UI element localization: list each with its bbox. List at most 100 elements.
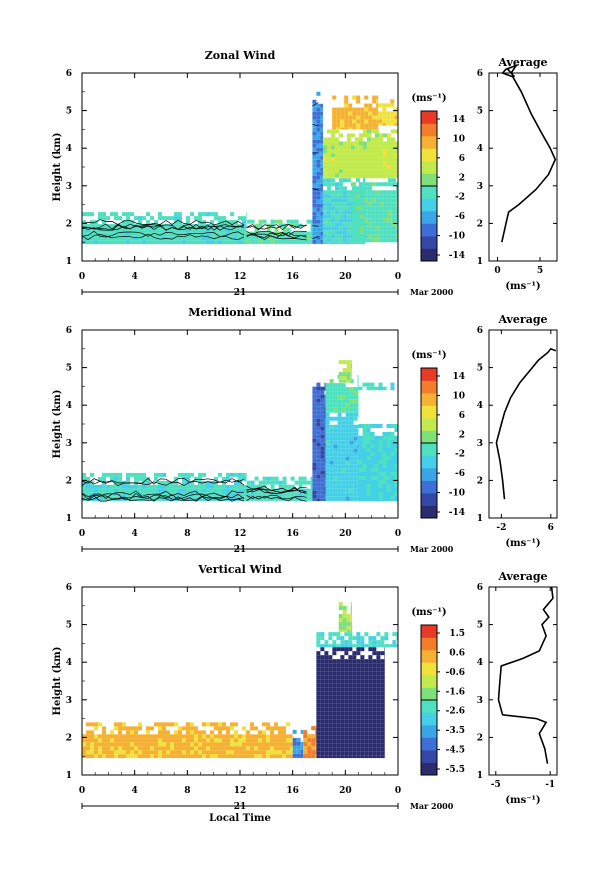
heatmap-cell (312, 139, 317, 144)
heatmap-cell (344, 739, 349, 744)
contour-line (312, 123, 319, 127)
heatmap-cell (334, 157, 339, 162)
heatmap-cell (270, 754, 274, 759)
heatmap-cell (336, 731, 341, 736)
heatmap-cell (350, 141, 355, 146)
heatmap-cell (341, 452, 346, 457)
heatmap-cell (367, 182, 372, 187)
heatmap-cell (374, 169, 379, 174)
heatmap-cell (332, 640, 337, 645)
heatmap-cell (202, 722, 206, 727)
heatmap-cell (345, 432, 350, 437)
heatmap-cell (367, 186, 372, 191)
heatmap-cell (274, 738, 278, 743)
heatmap-cell (325, 395, 330, 400)
heatmap-cell (154, 722, 158, 727)
heatmap-cell (375, 238, 380, 243)
heatmap-cell (334, 206, 339, 211)
heatmap-cell (130, 228, 134, 233)
heatmap-cell (356, 727, 361, 732)
heatmap-cell (158, 734, 162, 739)
heatmap-cell (118, 754, 122, 759)
heatmap-cell (386, 440, 391, 444)
heatmap-cell (278, 488, 283, 493)
heatmap-cell (386, 492, 391, 496)
heatmap-cell (337, 452, 342, 457)
heatmap-cell (362, 141, 367, 146)
heatmap-cell (182, 476, 186, 481)
heatmap-cell (337, 444, 342, 449)
heatmap-cell (282, 227, 287, 232)
heatmap-cell (367, 206, 372, 211)
heatmap-cell (359, 234, 364, 239)
heatmap-cell (378, 436, 383, 440)
heatmap-region (246, 219, 313, 245)
heatmap-cell (374, 476, 379, 480)
heatmap-cell (324, 494, 326, 499)
heatmap-cell (274, 742, 278, 747)
heatmap-cell (142, 750, 146, 755)
average-y-tick-label: 6 (477, 326, 483, 336)
heatmap-cell (286, 746, 290, 751)
heatmap-cell (356, 647, 361, 652)
heatmap-cell (360, 683, 365, 688)
heatmap-cell (357, 444, 359, 449)
heatmap-cell (392, 632, 397, 637)
heatmap-cell (324, 418, 326, 423)
heatmap-cell (162, 754, 166, 759)
y-tick-label: 6 (66, 583, 72, 593)
heatmap-cell (386, 173, 391, 178)
heatmap-cell (372, 119, 377, 124)
heatmap-cell (190, 746, 194, 751)
heatmap-cell (102, 488, 106, 493)
heatmap-cell (336, 675, 341, 680)
heatmap-cell (341, 488, 346, 493)
x-tick-label: 20 (339, 529, 352, 539)
heatmap-cell (178, 734, 182, 739)
heatmap-cell (367, 214, 372, 219)
heatmap-cell (386, 137, 391, 142)
heatmap-cell (282, 750, 286, 755)
heatmap-cell (94, 754, 98, 759)
heatmap-cell (310, 476, 313, 481)
heatmap-cell (364, 723, 369, 728)
heatmap-cell (312, 155, 317, 160)
heatmap-cell (329, 496, 334, 501)
heatmap-cell (150, 228, 154, 233)
heatmap-cell (146, 754, 150, 759)
heatmap-cell (142, 754, 146, 759)
heatmap-cell (316, 394, 321, 399)
heatmap-cell (386, 153, 391, 158)
heatmap-cell (312, 115, 317, 120)
heatmap-cell (374, 165, 379, 170)
heatmap-cell (322, 177, 327, 179)
heatmap-cell (394, 424, 398, 428)
heatmap-cell (150, 726, 154, 731)
heatmap-cell (174, 480, 178, 485)
heatmap-cell (379, 206, 384, 211)
heatmap-cell (114, 734, 118, 739)
heatmap-cell (286, 231, 291, 236)
heatmap-cell (166, 750, 170, 755)
heatmap-cell (162, 488, 166, 493)
heatmap-cell (154, 742, 158, 747)
heatmap-cell (325, 440, 330, 445)
heatmap-cell (162, 484, 166, 489)
heatmap-cell (292, 737, 297, 742)
heatmap-cell (332, 695, 337, 700)
heatmap-cell (382, 500, 387, 502)
heatmap-cell (352, 687, 357, 692)
heatmap-cell (290, 746, 293, 751)
heatmap-cell (376, 735, 381, 740)
heatmap-cell (315, 750, 317, 755)
heatmap-cell (378, 456, 383, 460)
heatmap-cell (278, 734, 282, 739)
heatmap-cell (333, 387, 338, 392)
heatmap-cell (94, 484, 98, 489)
heatmap-cell (342, 226, 347, 231)
heatmap-cell (238, 240, 242, 245)
heatmap-cell (298, 492, 303, 497)
heatmap-cell (344, 671, 349, 676)
heatmap-cell (292, 729, 297, 734)
heatmap-cell (387, 190, 392, 195)
